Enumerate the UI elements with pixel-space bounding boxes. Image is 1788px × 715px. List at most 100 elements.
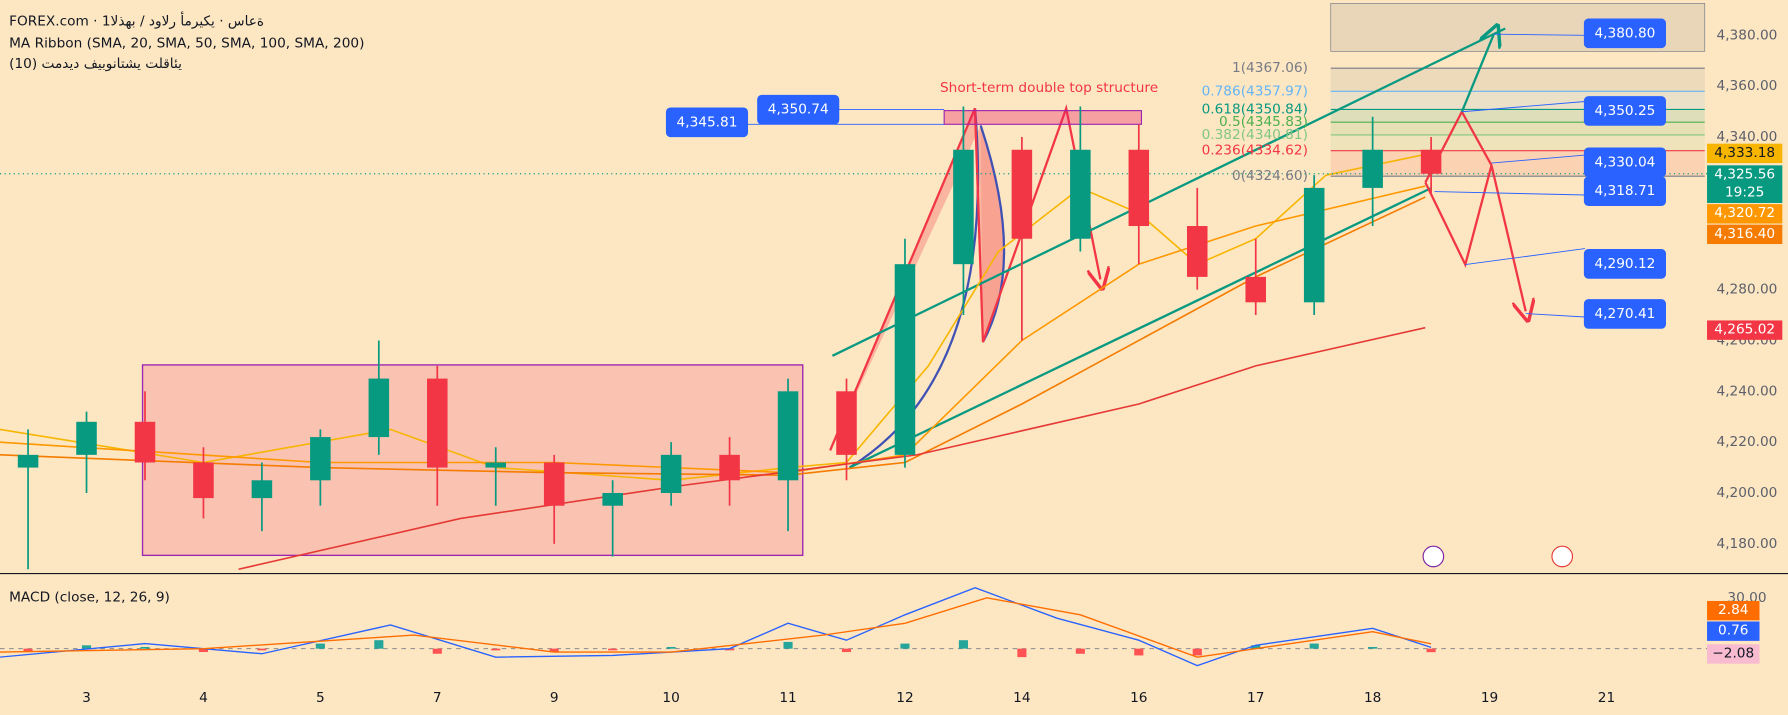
connector xyxy=(1434,191,1586,196)
target-label: 4,350.25 xyxy=(1594,103,1655,119)
candle-body xyxy=(777,391,799,481)
macd-histogram-bar xyxy=(374,640,384,649)
macd-tag-label: −2.08 xyxy=(1712,645,1754,661)
macd-histogram-bar xyxy=(1192,648,1202,656)
candle-body xyxy=(1303,187,1325,303)
macd-histogram-bar xyxy=(1075,648,1085,654)
fib-label: 0(4324.60) xyxy=(1232,168,1308,184)
event-icon[interactable] xyxy=(1422,545,1445,568)
candle-body xyxy=(251,480,273,499)
indicator-label: MA Ribbon (SMA, 20, SMA, 50, SMA, 100, S… xyxy=(9,35,364,51)
macd-histogram-bar xyxy=(257,648,267,651)
price-tag-label: 4,265.02 xyxy=(1714,322,1775,338)
x-tick-label: 14 xyxy=(1013,690,1030,706)
trend-line xyxy=(831,27,1506,357)
connector xyxy=(1491,154,1586,164)
projection xyxy=(1460,34,1494,113)
x-tick-label: 18 xyxy=(1364,690,1381,706)
plot xyxy=(0,106,1708,571)
y-tick-label: 4,340.00 xyxy=(1717,129,1778,145)
macd-title: MACD (close, 12, 26, 9) xyxy=(9,590,170,606)
macd-histogram-bar xyxy=(841,648,852,653)
candle-body xyxy=(427,378,448,468)
candle-body xyxy=(485,462,507,468)
price-tag-label: 4,316.40 xyxy=(1714,226,1775,242)
fib-label: 0.5(4345.83) xyxy=(1219,114,1308,130)
x-tick-label: 5 xyxy=(316,690,325,706)
y-tick-label: 4,200.00 xyxy=(1717,485,1778,501)
x-tick-label: 11 xyxy=(779,690,796,706)
candle-body xyxy=(1245,276,1266,303)
target-label-box xyxy=(1583,249,1666,279)
fib-label: 0.236(4334.62) xyxy=(1202,143,1308,159)
x-tick-label: 19 xyxy=(1481,690,1498,706)
y-tick-label: 4,240.00 xyxy=(1717,383,1778,399)
overlay: 4,180.004,200.004,220.004,240.004,260.00… xyxy=(82,18,1783,706)
event-icon[interactable] xyxy=(1551,545,1574,568)
macd-tag-label: 0.76 xyxy=(1718,623,1748,639)
target-label-box xyxy=(1583,96,1666,126)
macd-histogram-bar xyxy=(1251,645,1261,649)
target-label-box xyxy=(1583,176,1666,206)
candle-body xyxy=(368,378,390,438)
macd-histogram-bar xyxy=(1017,648,1027,658)
candle-body xyxy=(1011,149,1033,239)
target-label-box xyxy=(1583,18,1666,49)
macd-tag xyxy=(1707,644,1760,664)
macd-histogram-bar xyxy=(1134,648,1144,656)
macd-histogram-bar xyxy=(315,643,325,649)
projection xyxy=(1424,165,1525,311)
target-label: 4,318.71 xyxy=(1594,183,1655,199)
y-tick-label: 4,360.00 xyxy=(1717,78,1778,94)
macd-histogram-bar xyxy=(1368,646,1378,649)
candle-body xyxy=(1070,149,1091,239)
candle-body xyxy=(1362,149,1383,188)
macd-histogram-bar xyxy=(432,648,442,654)
macd-histogram-bar xyxy=(666,646,676,649)
fib-band xyxy=(1330,134,1705,151)
connector xyxy=(1461,101,1586,113)
candle-body xyxy=(134,421,156,463)
x-tick-label: 4 xyxy=(199,690,208,706)
candle-body xyxy=(1187,226,1208,277)
price-tag-label: 4,325.56 xyxy=(1714,166,1775,182)
candle-body xyxy=(1128,149,1150,227)
fib-label: 0.618(4350.84) xyxy=(1202,101,1308,117)
macd-histogram-bar xyxy=(549,648,559,653)
price-tag xyxy=(1707,224,1783,245)
target-label-box xyxy=(757,94,840,125)
connectors xyxy=(746,33,1586,318)
top-zone xyxy=(943,110,1143,125)
connector xyxy=(1465,248,1586,266)
macd-plot xyxy=(0,586,1708,667)
price-tag xyxy=(1707,143,1783,164)
macd-histogram-bar xyxy=(23,648,33,653)
x-tick-label: 21 xyxy=(1598,690,1615,706)
macd-histogram-bar xyxy=(1309,643,1319,649)
target-label-box xyxy=(665,107,749,138)
macd-tag-label: 2.84 xyxy=(1718,602,1748,618)
macd-tag xyxy=(1707,600,1760,621)
x-tick-label: 16 xyxy=(1130,690,1147,706)
target-label: 4,350.74 xyxy=(768,102,829,118)
connector xyxy=(1493,33,1586,36)
candle-body xyxy=(193,462,214,499)
x-tick-label: 7 xyxy=(433,690,442,706)
candle-body xyxy=(17,454,39,468)
candle-body xyxy=(719,454,740,481)
x-tick-label: 9 xyxy=(550,690,559,706)
fib-band xyxy=(1330,68,1705,92)
price-tag xyxy=(1707,320,1783,340)
macd-histogram-bar xyxy=(783,641,793,649)
target-label-box xyxy=(1583,299,1666,329)
price-tag-label: 4,320.72 xyxy=(1714,205,1775,221)
x-tick-label: 10 xyxy=(662,690,679,706)
y-tick-label: 4,180.00 xyxy=(1717,536,1778,552)
fib-label: 0.786(4357.97) xyxy=(1202,83,1308,99)
fib-label: 0.382(4340.81) xyxy=(1202,127,1308,143)
x-tick-label: 3 xyxy=(82,690,91,706)
macd-histogram-bar xyxy=(958,640,968,649)
trend-line xyxy=(849,187,1432,469)
target-label: 4,270.41 xyxy=(1594,306,1655,322)
countdown: 19:25 xyxy=(1725,185,1764,201)
